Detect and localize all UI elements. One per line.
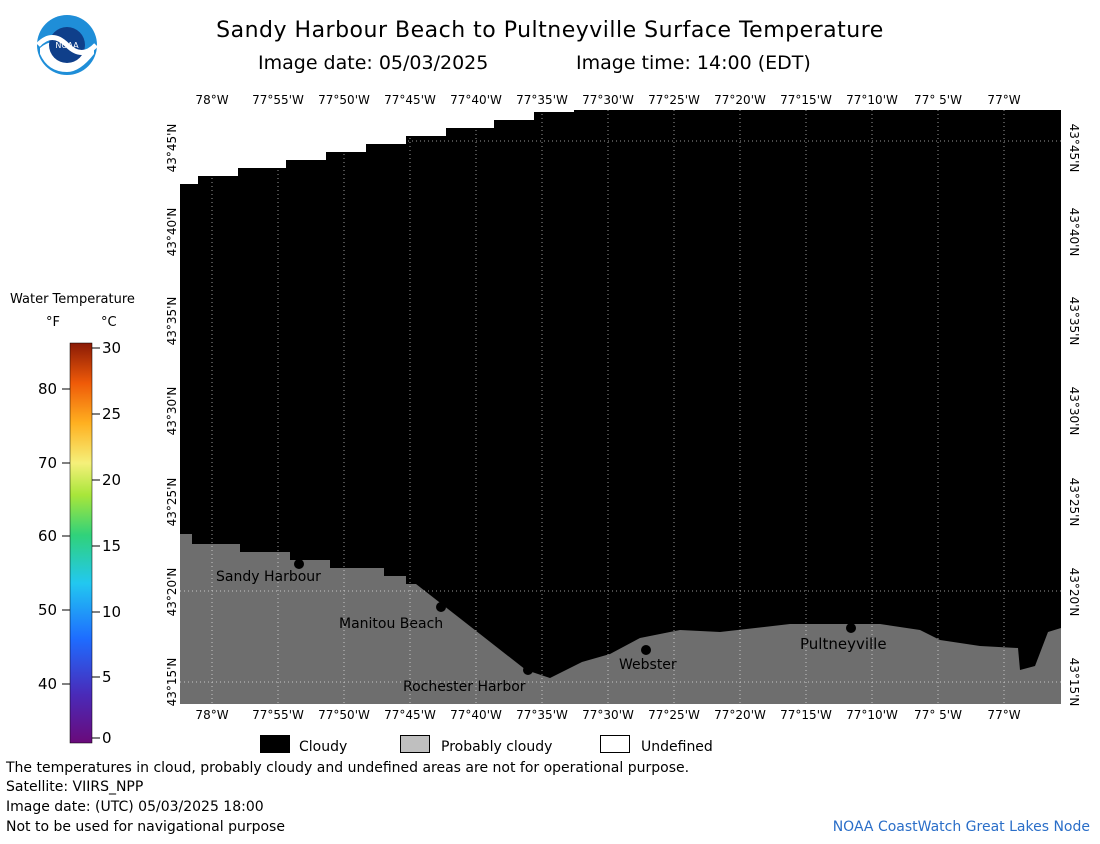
- undefined-region: [180, 110, 574, 184]
- lon-label: 77°45'W: [384, 93, 436, 107]
- lon-label: 78°W: [195, 93, 229, 107]
- lat-label: 43°15'N: [165, 657, 179, 707]
- lon-label: 77°15'W: [780, 93, 832, 107]
- lat-label: 43°15'N: [1067, 657, 1081, 707]
- lon-label: 77°50'W: [318, 708, 370, 722]
- legend-swatch-probably-cloudy: [400, 735, 430, 753]
- lon-label: 77°15'W: [780, 708, 832, 722]
- legend-label-probably-cloudy: Probably cloudy: [441, 739, 553, 755]
- lon-label: 77°30'W: [582, 93, 634, 107]
- c-tick: 5: [102, 668, 112, 686]
- lon-label: 77°W: [987, 708, 1021, 722]
- lon-label: 77° 5'W: [914, 708, 962, 722]
- page-title: Sandy Harbour Beach to Pultneyville Surf…: [216, 18, 884, 43]
- map-area: [180, 110, 1061, 704]
- lon-label: 77°20'W: [714, 708, 766, 722]
- legend-swatch-cloudy: [260, 735, 290, 753]
- lon-label: 77°W: [987, 93, 1021, 107]
- lat-label: 43°45'N: [1067, 123, 1081, 173]
- f-tick: 80: [38, 380, 58, 398]
- lon-label: 77°25'W: [648, 93, 700, 107]
- lon-label: 77°20'W: [714, 93, 766, 107]
- f-tick: 50: [38, 601, 58, 619]
- lon-label: 77°40'W: [450, 708, 502, 722]
- f-tick: 40: [38, 675, 58, 693]
- lat-label: 43°25'N: [165, 477, 179, 527]
- lon-label: 77°40'W: [450, 93, 502, 107]
- place-label: Rochester Harbor: [403, 679, 526, 695]
- manitou-beach-marker: [436, 602, 446, 612]
- lat-label: 43°20'N: [165, 567, 179, 617]
- lon-label: 78°W: [195, 708, 229, 722]
- image-time: Image time: 14:00 (EDT): [576, 52, 811, 74]
- lon-label: 77°50'W: [318, 93, 370, 107]
- webster-marker: [641, 645, 651, 655]
- lon-label: 77°35'W: [516, 708, 568, 722]
- probably-cloudy-region: [180, 534, 1061, 704]
- utc-date: Image date: (UTC) 05/03/2025 18:00: [6, 799, 264, 815]
- c-tick: 30: [102, 339, 122, 357]
- place-label: Webster: [619, 657, 677, 673]
- image-date: Image date: 05/03/2025: [258, 52, 489, 74]
- colorbar-title: Water Temperature: [10, 292, 135, 307]
- place-label: Pultneyville: [800, 635, 887, 653]
- lat-label: 43°40'N: [1067, 207, 1081, 257]
- satellite-label: Satellite: VIIRS_NPP: [6, 779, 144, 795]
- lat-label: 43°20'N: [1067, 567, 1081, 617]
- navigation-note: Not to be used for navigational purpose: [6, 819, 285, 835]
- credit-link[interactable]: NOAA CoastWatch Great Lakes Node: [832, 819, 1090, 835]
- lon-label: 77°45'W: [384, 708, 436, 722]
- lon-label: 77°10'W: [846, 708, 898, 722]
- legend-label-undefined: Undefined: [641, 739, 713, 755]
- f-tick: 70: [38, 454, 58, 472]
- f-tick: 60: [38, 527, 58, 545]
- sandy-harbour-marker: [294, 559, 304, 569]
- place-label: Manitou Beach: [339, 616, 444, 632]
- lon-label: 77°55'W: [252, 708, 304, 722]
- lat-label: 43°30'N: [1067, 386, 1081, 436]
- colorbar-unit-c: °C: [101, 315, 117, 330]
- legend-label-cloudy: Cloudy: [299, 739, 348, 755]
- noaa-logo: NOAA: [36, 14, 98, 76]
- pultneyville-marker: [846, 623, 856, 633]
- lat-label: 43°25'N: [1067, 477, 1081, 527]
- lat-label: 43°35'N: [165, 296, 179, 346]
- colorbar-unit-f: °F: [46, 315, 60, 330]
- place-label: Sandy Harbour: [216, 569, 321, 585]
- lon-label: 77°35'W: [516, 93, 568, 107]
- lat-label: 43°35'N: [1067, 296, 1081, 346]
- lat-label: 43°40'N: [165, 207, 179, 257]
- colorbar: [62, 342, 100, 744]
- lat-label: 43°30'N: [165, 386, 179, 436]
- lon-label: 77°10'W: [846, 93, 898, 107]
- rochester-harbor-marker: [523, 665, 533, 675]
- c-tick: 0: [102, 729, 112, 747]
- legend-swatch-undefined: [600, 735, 630, 753]
- lon-label: 77°55'W: [252, 93, 304, 107]
- c-tick: 15: [102, 537, 122, 555]
- lon-label: 77°25'W: [648, 708, 700, 722]
- c-tick: 20: [102, 471, 122, 489]
- noaa-logo-icon: NOAA: [36, 15, 98, 75]
- operational-note: The temperatures in cloud, probably clou…: [6, 760, 690, 776]
- lon-label: 77°30'W: [582, 708, 634, 722]
- lon-label: 77° 5'W: [914, 93, 962, 107]
- logo-text: NOAA: [55, 41, 79, 50]
- c-tick: 25: [102, 405, 122, 423]
- lat-label: 43°45'N: [165, 123, 179, 173]
- graticule: [180, 110, 1061, 704]
- c-tick: 10: [102, 603, 122, 621]
